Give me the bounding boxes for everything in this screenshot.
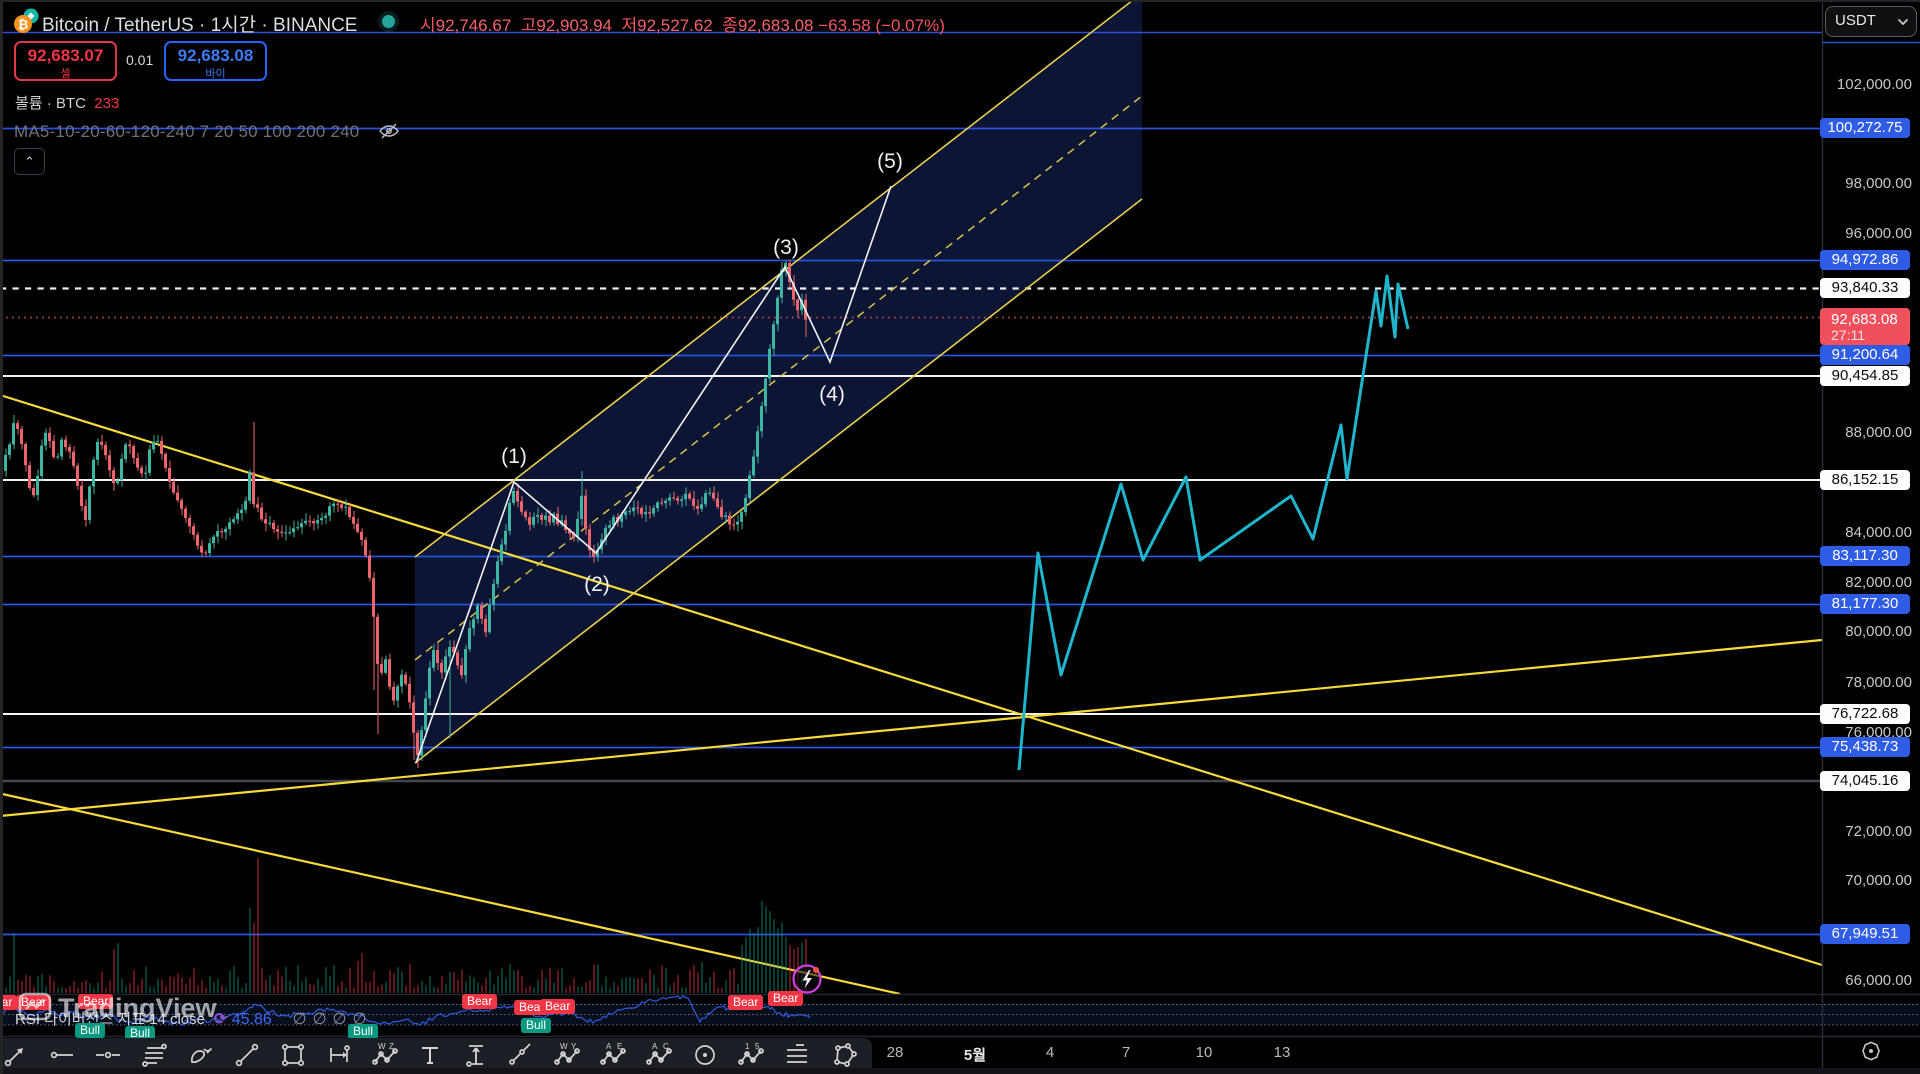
svg-text:Y: Y <box>571 1042 577 1051</box>
svg-text:₿: ₿ <box>18 17 29 32</box>
svg-text:(4): (4) <box>819 383 845 406</box>
svg-text:TradingView: TradingView <box>58 993 218 1023</box>
svg-text:(3): (3) <box>773 236 799 259</box>
svg-text:Z: Z <box>389 1042 394 1051</box>
svg-text:5: 5 <box>755 1042 760 1051</box>
svg-text:E: E <box>617 1042 622 1051</box>
svg-text:(2): (2) <box>584 573 610 596</box>
svg-text:1: 1 <box>745 1042 750 1051</box>
svg-text:(5): (5) <box>877 150 903 173</box>
svg-text:W: W <box>560 1042 568 1051</box>
svg-text:C: C <box>663 1042 669 1051</box>
svg-text:A: A <box>606 1042 612 1051</box>
svg-text:(1): (1) <box>501 445 527 468</box>
svg-text:A: A <box>652 1042 658 1051</box>
svg-text:W: W <box>378 1042 386 1051</box>
